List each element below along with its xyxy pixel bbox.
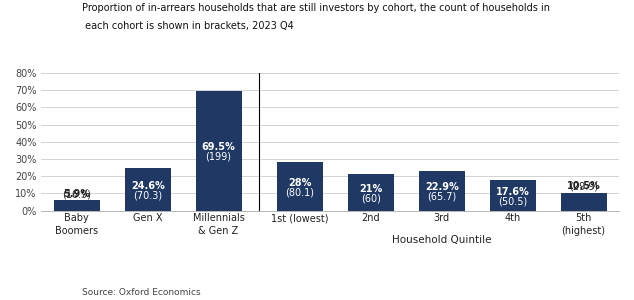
Bar [560,193,607,211]
Text: (29.9): (29.9) [569,169,598,191]
Text: Proportion of in-arrears households that are still investors by cohort, the coun: Proportion of in-arrears households that… [82,3,550,13]
Text: 24.6%: 24.6% [131,181,165,191]
Text: 69.5%: 69.5% [202,142,235,152]
Text: (80.1): (80.1) [285,188,314,197]
Text: (50.5): (50.5) [498,196,527,206]
Text: 17.6%: 17.6% [496,187,529,197]
Text: (70.3): (70.3) [133,190,162,200]
Bar [348,175,394,211]
Bar [54,200,100,211]
Text: (199): (199) [205,152,231,162]
Text: 21%: 21% [359,184,382,194]
Text: (60): (60) [361,194,381,203]
Text: each cohort is shown in brackets, 2023 Q4: each cohort is shown in brackets, 2023 Q… [82,21,294,31]
Text: 22.9%: 22.9% [425,182,458,192]
Text: (65.7): (65.7) [427,192,456,202]
Text: 10.5%: 10.5% [567,181,600,191]
Bar [277,162,323,211]
Bar [489,180,536,211]
Text: 5.9%: 5.9% [63,189,90,199]
Text: Household Quintile: Household Quintile [392,235,491,245]
Bar [195,91,242,211]
Text: (16.9): (16.9) [62,178,91,199]
Bar [125,168,171,211]
Text: 28%: 28% [288,178,312,188]
Text: Source: Oxford Economics: Source: Oxford Economics [82,288,201,297]
Bar [419,171,465,211]
